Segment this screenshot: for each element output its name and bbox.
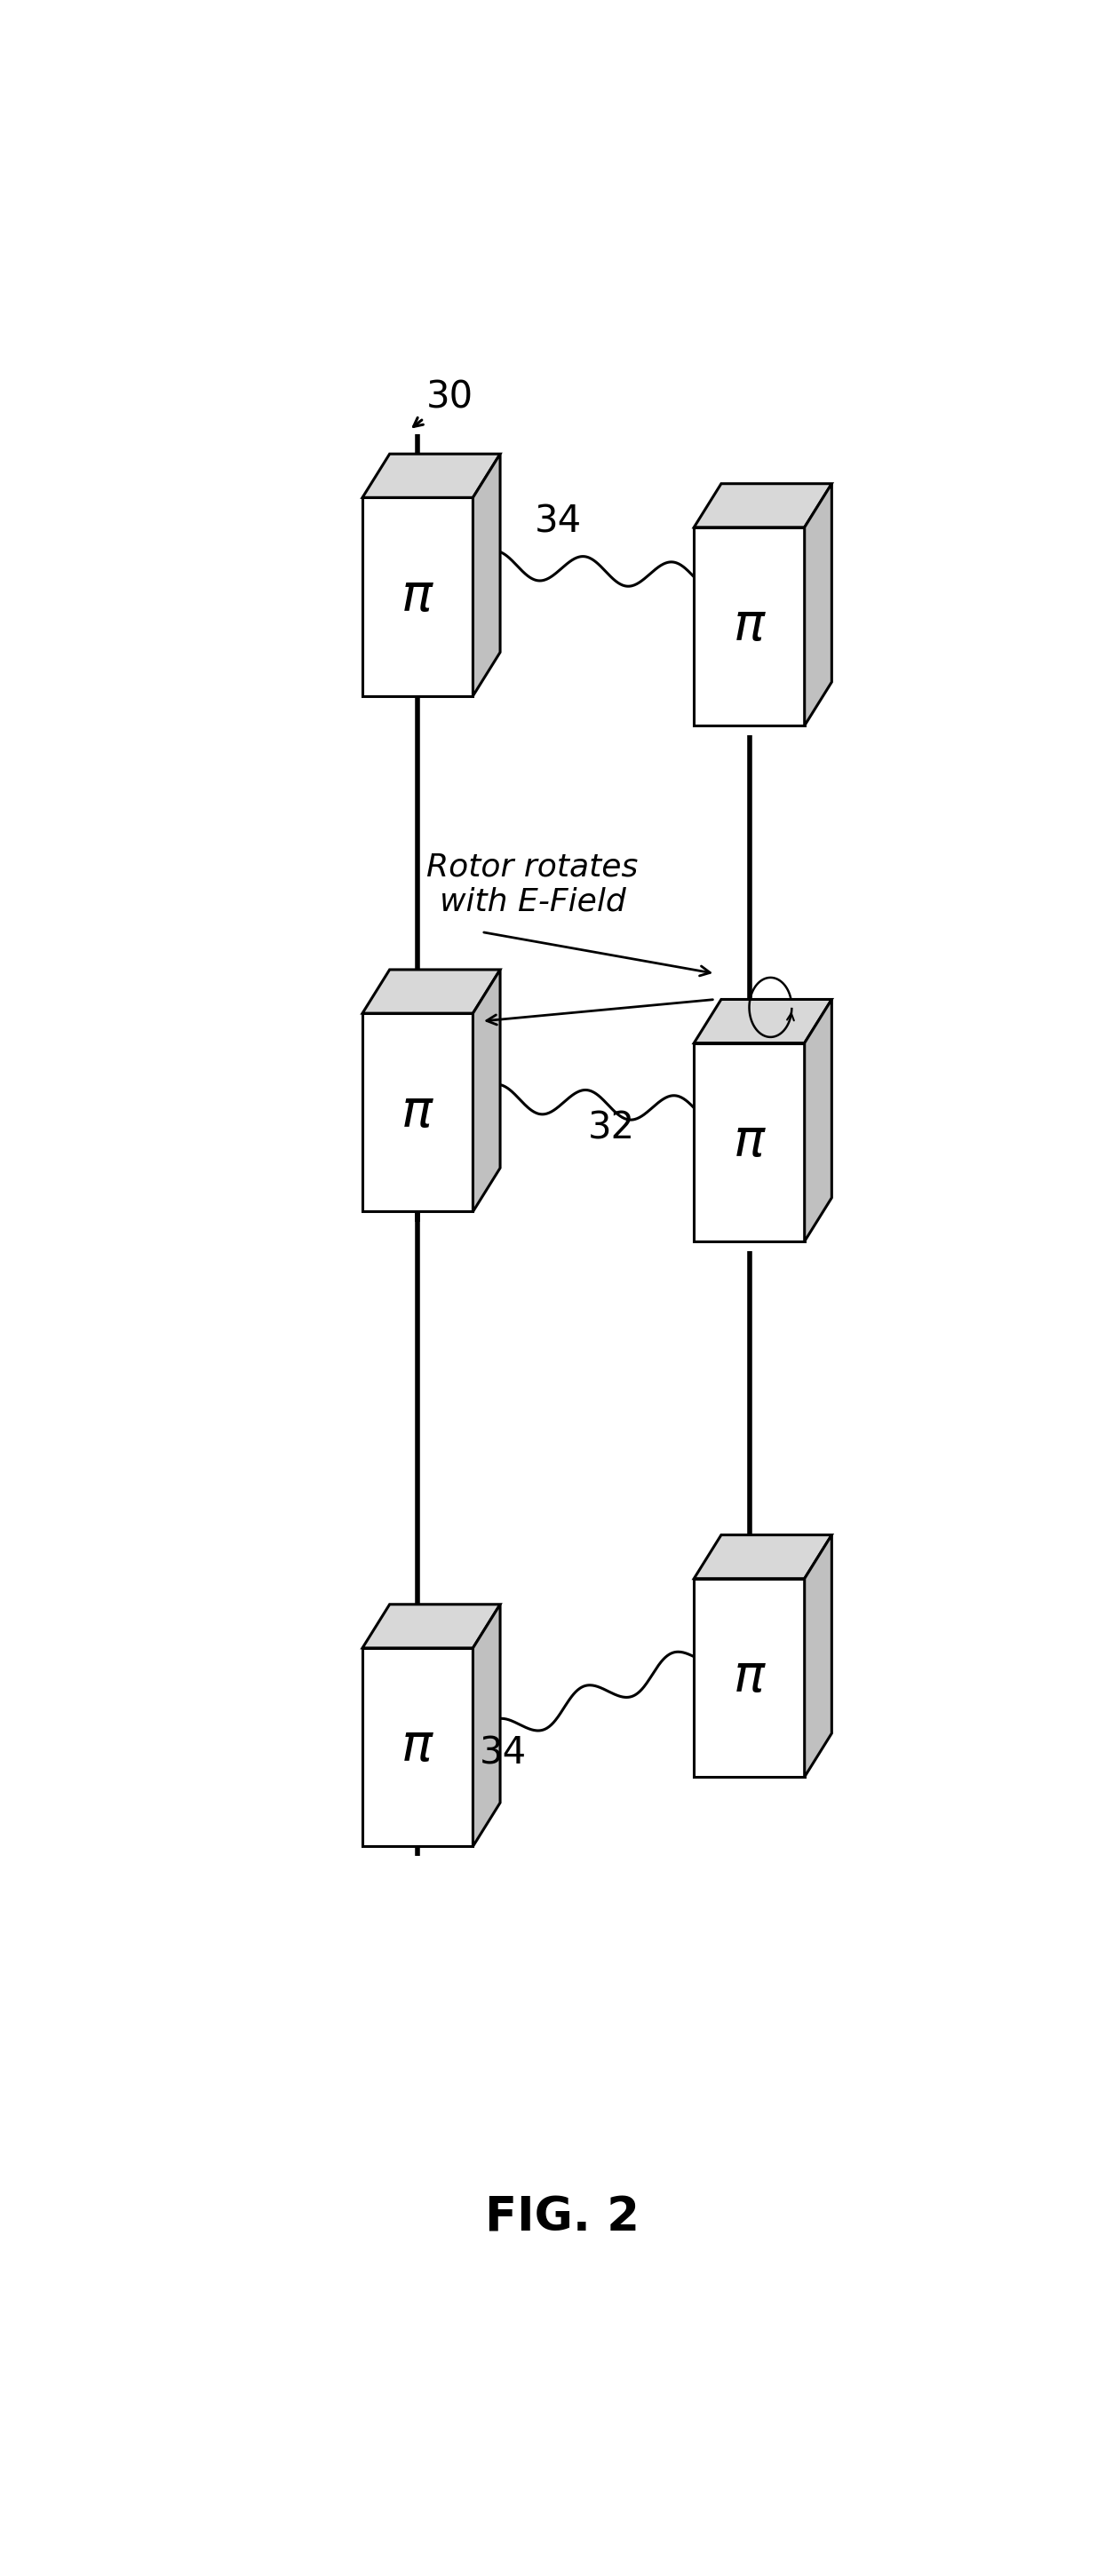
Polygon shape bbox=[362, 1012, 473, 1211]
Polygon shape bbox=[804, 999, 832, 1242]
Polygon shape bbox=[804, 1535, 832, 1777]
Polygon shape bbox=[804, 484, 832, 726]
Polygon shape bbox=[694, 1535, 832, 1579]
Polygon shape bbox=[694, 1579, 804, 1777]
Polygon shape bbox=[694, 999, 832, 1043]
Polygon shape bbox=[694, 528, 804, 726]
Polygon shape bbox=[362, 1649, 473, 1847]
Text: $\pi$: $\pi$ bbox=[400, 572, 434, 621]
Polygon shape bbox=[473, 453, 500, 696]
Text: 32: 32 bbox=[588, 1110, 635, 1146]
Polygon shape bbox=[362, 453, 500, 497]
Text: 34: 34 bbox=[534, 502, 581, 541]
Text: FIG. 2: FIG. 2 bbox=[485, 2195, 640, 2241]
Text: $\pi$: $\pi$ bbox=[733, 1118, 766, 1167]
Polygon shape bbox=[473, 1605, 500, 1847]
Polygon shape bbox=[694, 484, 832, 528]
Polygon shape bbox=[362, 969, 500, 1012]
Polygon shape bbox=[694, 1043, 804, 1242]
Text: $\pi$: $\pi$ bbox=[400, 1087, 434, 1139]
Polygon shape bbox=[362, 497, 473, 696]
Text: 30: 30 bbox=[414, 379, 474, 428]
Text: $\pi$: $\pi$ bbox=[733, 600, 766, 652]
Text: $\pi$: $\pi$ bbox=[733, 1654, 766, 1703]
Text: 34: 34 bbox=[479, 1734, 527, 1772]
Polygon shape bbox=[473, 969, 500, 1211]
Polygon shape bbox=[362, 1605, 500, 1649]
Text: $\pi$: $\pi$ bbox=[400, 1723, 434, 1772]
Text: Rotor rotates
with E-Field: Rotor rotates with E-Field bbox=[427, 853, 638, 917]
